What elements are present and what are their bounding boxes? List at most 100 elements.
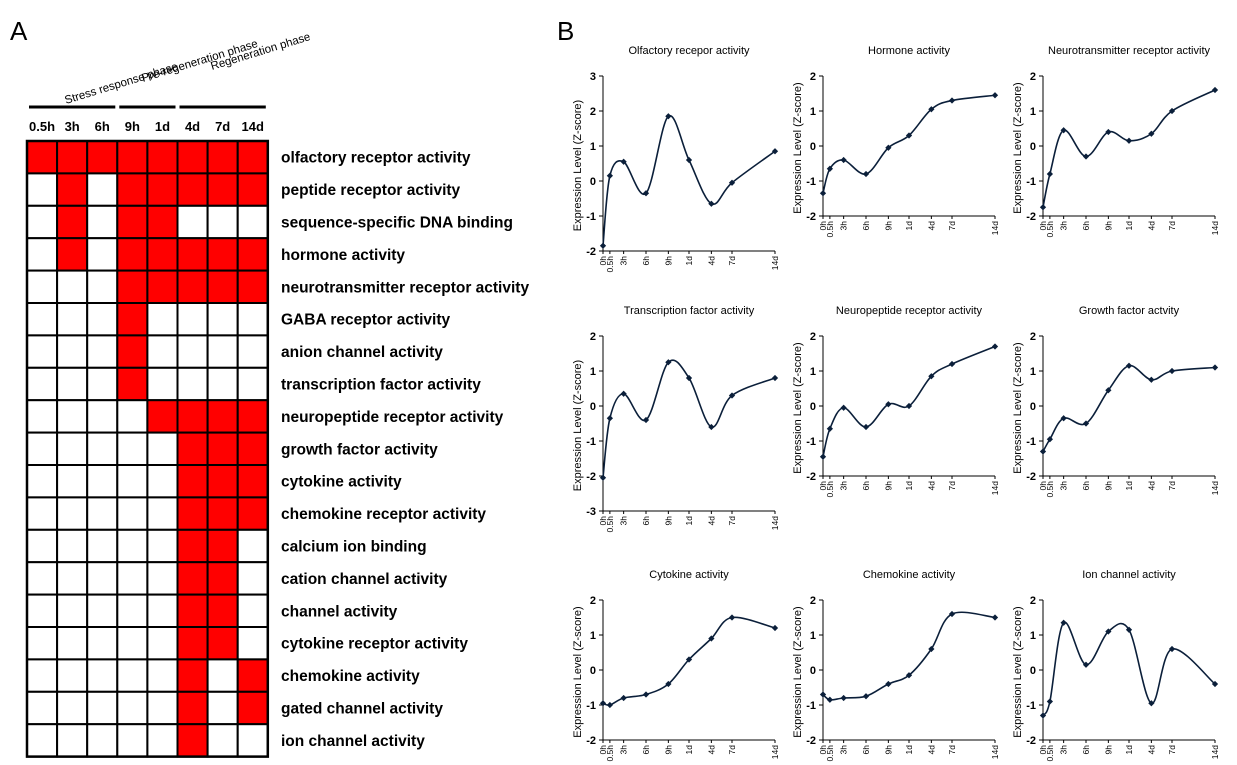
heatmap-cell bbox=[236, 496, 269, 531]
y-tick-label: 1 bbox=[590, 630, 596, 642]
x-tick-label: 1d bbox=[904, 481, 914, 491]
series-line bbox=[822, 345, 996, 457]
heatmap-cell bbox=[26, 496, 59, 531]
data-point bbox=[599, 242, 607, 249]
x-tick-label: 14d bbox=[1210, 221, 1220, 235]
chart-title: Transcription factor activity bbox=[624, 305, 755, 317]
data-point bbox=[771, 624, 779, 632]
x-tick-label: 0.5h bbox=[605, 516, 615, 533]
heatmap-cell bbox=[86, 204, 119, 240]
x-tick-label: 4d bbox=[926, 481, 936, 491]
row-label: sequence-specific DNA binding bbox=[281, 215, 513, 232]
heatmap-cell bbox=[236, 172, 269, 207]
x-tick-label: 6h bbox=[861, 221, 871, 231]
data-point bbox=[885, 680, 892, 688]
y-tick-label: 0 bbox=[810, 665, 816, 677]
heatmap-cell bbox=[26, 626, 59, 661]
heatmap-cell bbox=[56, 269, 89, 305]
column-label: 7d bbox=[215, 119, 230, 134]
heatmap-cell bbox=[86, 561, 119, 596]
y-axis-label: Expression Level (Z-score) bbox=[792, 606, 804, 737]
y-tick-label: 2 bbox=[590, 331, 596, 343]
heatmap-cell bbox=[26, 334, 59, 369]
x-tick-label: 14d bbox=[990, 221, 1000, 235]
y-tick-label: 2 bbox=[810, 595, 816, 607]
heatmap-cell bbox=[26, 302, 59, 337]
line-chart: Chemokine activity -2 -1 0 1 2 0h0.5h 3h 6h 9h 1d 4… bbox=[792, 569, 1000, 762]
heatmap-cell bbox=[146, 237, 179, 272]
heatmap-cell bbox=[236, 334, 269, 369]
heatmap-cell bbox=[236, 431, 269, 467]
heatmap-cell bbox=[206, 204, 239, 240]
y-tick-label: 1 bbox=[810, 106, 816, 118]
heatmap-cell bbox=[206, 334, 239, 369]
data-point bbox=[1039, 448, 1047, 455]
heatmap-cell bbox=[146, 204, 179, 240]
x-tick-label: 4d bbox=[1146, 221, 1156, 231]
heatmap-cell bbox=[56, 334, 89, 369]
heatmap-cell bbox=[116, 334, 149, 369]
heatmap-cell bbox=[56, 431, 89, 467]
y-tick-label: 2 bbox=[590, 595, 596, 607]
x-tick-label: 0.5h bbox=[825, 745, 835, 762]
heatmap-cell bbox=[236, 561, 269, 596]
y-tick-label: 1 bbox=[1030, 630, 1036, 642]
heatmap-cell bbox=[26, 366, 59, 402]
heatmap-cell bbox=[26, 561, 59, 596]
x-tick-label: 1d bbox=[684, 256, 694, 266]
heatmap-cell bbox=[116, 723, 149, 758]
line-chart: Transcription factor activity -3 -2 -1 0 1 2 0h… bbox=[572, 305, 780, 533]
heatmap-cell bbox=[116, 528, 149, 564]
data-point bbox=[991, 343, 999, 350]
y-tick-label: -2 bbox=[806, 735, 816, 747]
y-tick-label: -1 bbox=[806, 436, 816, 448]
data-point bbox=[1125, 626, 1133, 633]
data-point bbox=[1082, 420, 1090, 427]
heatmap-cell bbox=[56, 399, 89, 434]
x-tick-label: 0h bbox=[1038, 221, 1048, 231]
heatmap-cell bbox=[26, 140, 59, 175]
data-point bbox=[606, 172, 613, 179]
heatmap-cell bbox=[176, 302, 209, 337]
x-tick-label: 3h bbox=[619, 745, 629, 755]
heatmap-cell bbox=[116, 593, 149, 628]
heatmap-cell bbox=[146, 269, 179, 305]
x-tick-label: 9h bbox=[883, 221, 893, 231]
y-axis-label: Expression Level (Z-score) bbox=[792, 82, 804, 213]
x-tick-label: 3h bbox=[839, 745, 849, 755]
x-tick-label: 3h bbox=[1059, 221, 1069, 231]
data-point bbox=[620, 694, 627, 702]
y-tick-label: 2 bbox=[810, 331, 816, 343]
x-tick-label: 1d bbox=[684, 516, 694, 526]
heatmap-cell bbox=[206, 464, 239, 499]
y-tick-label: 1 bbox=[590, 141, 596, 153]
y-tick-label: 0 bbox=[590, 176, 596, 188]
heatmap-cell bbox=[116, 172, 149, 207]
heatmap-cell bbox=[116, 140, 149, 175]
heatmap-cell bbox=[26, 464, 59, 499]
line-chart: Neuropeptide receptor activity -2 -1 0 1 2 0h0… bbox=[792, 305, 1000, 498]
x-tick-label: 9h bbox=[1103, 745, 1113, 755]
x-tick-label: 14d bbox=[990, 481, 1000, 495]
heatmap-cell bbox=[146, 593, 179, 628]
heatmap-cell bbox=[146, 302, 179, 337]
y-tick-label: 1 bbox=[1030, 106, 1036, 118]
heatmap-cell bbox=[236, 723, 269, 758]
x-tick-label: 7d bbox=[727, 745, 737, 755]
y-tick-label: 1 bbox=[1030, 366, 1036, 378]
series-line bbox=[602, 115, 776, 246]
row-label: olfactory receptor activity bbox=[281, 150, 471, 167]
x-tick-label: 7d bbox=[1167, 481, 1177, 491]
data-point bbox=[1046, 170, 1053, 178]
data-point bbox=[840, 404, 847, 411]
heatmap-cell bbox=[86, 431, 119, 467]
series-line bbox=[1042, 89, 1216, 208]
x-tick-label: 6h bbox=[861, 481, 871, 491]
heatmap-cell bbox=[236, 237, 269, 272]
y-axis-label: Expression Level (Z-score) bbox=[1012, 82, 1024, 213]
x-tick-label: 7d bbox=[947, 481, 957, 491]
y-tick-label: 0 bbox=[1030, 141, 1036, 153]
heatmap-cell bbox=[56, 302, 89, 337]
heatmap-cell bbox=[116, 399, 149, 434]
x-tick-label: 1d bbox=[904, 221, 914, 231]
